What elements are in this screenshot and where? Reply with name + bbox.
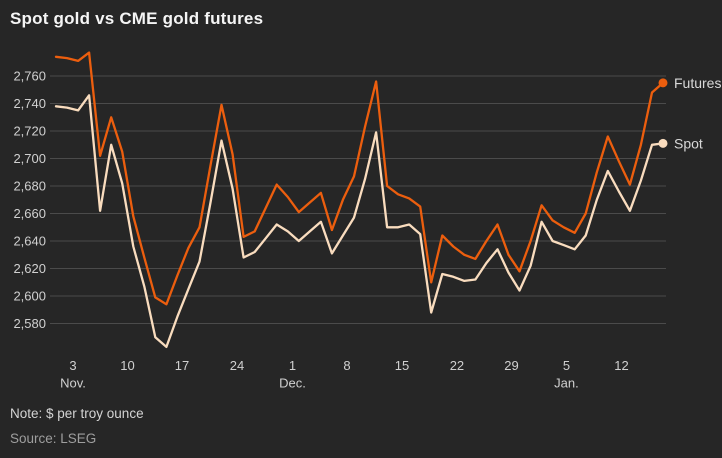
futures-label: Futures — [674, 75, 721, 91]
y-tick-label: 2,740 — [13, 96, 46, 111]
chart-title: Spot gold vs CME gold futures — [10, 9, 264, 28]
x-tick-label: 10 — [120, 358, 134, 373]
x-tick-label: 8 — [343, 358, 350, 373]
y-tick-label: 2,660 — [13, 206, 46, 221]
y-tick-label: 2,700 — [13, 151, 46, 166]
y-axis-labels: 2,760 2,740 2,720 2,700 2,680 2,660 2,640 2,620… — [13, 69, 46, 332]
chart-source: Source: LSEG — [10, 431, 97, 446]
y-tick-label: 2,720 — [13, 124, 46, 139]
price-chart: 2,760 2,740 2,720 2,700 2,680 2,660 2,640 2,620… — [13, 51, 721, 391]
x-tick-label: 15 — [395, 358, 409, 373]
x-tick-label: 17 — [175, 358, 189, 373]
y-tick-label: 2,580 — [13, 316, 46, 331]
futures-line — [54, 51, 665, 306]
y-tick-label: 2,640 — [13, 234, 46, 249]
x-tick-label: 3 — [69, 358, 76, 373]
spot-label: Spot — [674, 135, 703, 151]
y-tick-label: 2,620 — [13, 261, 46, 276]
x-month-label: Jan. — [554, 376, 579, 391]
x-tick-label: 1 — [289, 358, 296, 373]
x-tick-label: 24 — [230, 358, 244, 373]
y-tick-label: 2,760 — [13, 69, 46, 84]
x-tick-label: 12 — [614, 358, 628, 373]
x-axis-labels: 3 Nov. 10 17 24 1 Dec. 8 15 22 29 5 Jan. 12 — [60, 358, 629, 391]
y-tick-label: 2,680 — [13, 179, 46, 194]
futures-end-dot — [658, 78, 668, 88]
spot-line — [54, 94, 665, 349]
chart-note: Note: $ per troy ounce — [10, 406, 144, 421]
x-tick-label: 29 — [504, 358, 518, 373]
spot-end-dot — [658, 138, 668, 148]
x-tick-label: 22 — [450, 358, 464, 373]
x-month-label: Nov. — [60, 376, 86, 391]
y-tick-label: 2,600 — [13, 289, 46, 304]
x-month-label: Dec. — [279, 376, 306, 391]
x-tick-label: 5 — [563, 358, 570, 373]
